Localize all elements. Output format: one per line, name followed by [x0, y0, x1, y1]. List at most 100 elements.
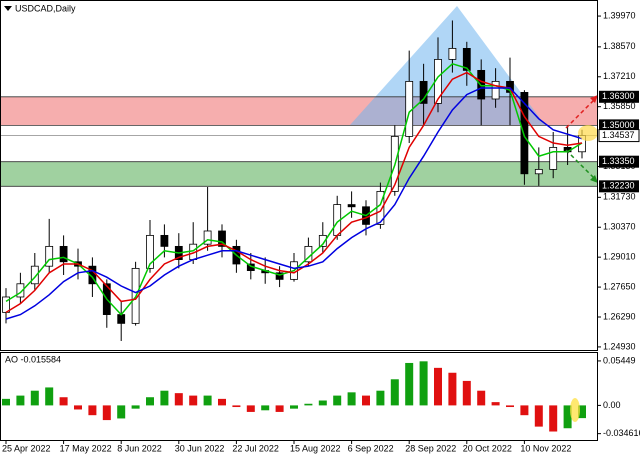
- current-price-label: 1.34537: [602, 130, 635, 140]
- moving-average: [5, 71, 583, 314]
- candle-body: [448, 47, 457, 60]
- down-arrow: [565, 149, 597, 181]
- ao-bar: [261, 405, 270, 411]
- price-frame: [0, 0, 598, 351]
- ao-bar: [232, 405, 241, 408]
- ao-bar: [462, 380, 471, 406]
- current-price-box: [598, 129, 640, 143]
- ao-bar: [376, 390, 385, 406]
- y-tick-label: 0.00: [603, 400, 621, 410]
- candle-body: [549, 146, 558, 170]
- ao-bar: [506, 405, 514, 408]
- ao-bar: [578, 405, 586, 419]
- ao-bar: [534, 405, 543, 427]
- y-tick-label: 1.31730: [603, 192, 636, 202]
- ao-frame: [0, 352, 598, 441]
- up-arrow: [565, 97, 597, 129]
- x-tick-label: 17 May 2022: [60, 443, 112, 453]
- candle-body: [318, 234, 327, 247]
- candle-body: [520, 91, 529, 175]
- x-tick-label: 10 Nov 2022: [520, 443, 571, 453]
- up-arrow-head: [590, 95, 598, 103]
- y-tick-label: 0.05449: [603, 355, 636, 365]
- candle-body: [419, 80, 428, 104]
- ao-bar: [117, 405, 126, 419]
- y-tick-label: -0.034616: [603, 428, 640, 438]
- ao-bar: [347, 392, 356, 406]
- candle-body: [160, 234, 169, 247]
- ao-bar: [30, 390, 39, 406]
- x-tick-label: 15 Aug 2022: [290, 443, 341, 453]
- ao-bar: [2, 398, 10, 406]
- y-tick-label: 1.27650: [603, 281, 636, 291]
- y-tick-label: 1.30370: [603, 222, 636, 232]
- candle-body: [30, 265, 39, 285]
- y-tick-label: 1.29010: [603, 252, 636, 262]
- moving-average: [5, 87, 583, 320]
- ao-bar: [477, 390, 486, 406]
- ao-bar: [189, 395, 198, 406]
- x-tick-label: 8 Jun 2022: [117, 443, 162, 453]
- y-tick-label: 1.26290: [603, 311, 636, 321]
- moving-average: [5, 62, 583, 316]
- ao-bar: [218, 398, 226, 406]
- ao-bar: [419, 361, 428, 406]
- ao-bar: [131, 405, 140, 409]
- level-label-box: [599, 155, 639, 168]
- ao-bar: [88, 405, 97, 416]
- y-tick-label: 1.37210: [603, 71, 636, 81]
- ao-bar: [563, 405, 572, 429]
- ao-bar: [491, 402, 500, 406]
- price-overlay: [0, 20, 597, 341]
- candle-body: [275, 272, 284, 280]
- x-tick-label: 6 Sep 2022: [348, 443, 394, 453]
- candle-body: [16, 283, 25, 298]
- candle-body: [203, 230, 212, 245]
- candle-body: [534, 168, 543, 175]
- candle-body: [462, 47, 471, 71]
- level-label: 1.35000: [602, 120, 635, 130]
- candle-body: [59, 245, 68, 263]
- candle-body: [405, 80, 414, 137]
- ao-bar: [362, 395, 370, 406]
- ao-bar: [549, 405, 558, 432]
- candle-body: [347, 204, 356, 208]
- level-label-box: [599, 119, 639, 132]
- x-tick-label: 22 Jul 2022: [232, 443, 279, 453]
- ao-bar: [146, 397, 154, 406]
- ao-bar: [448, 372, 457, 406]
- ao-bar: [318, 400, 327, 406]
- ao-bar: [333, 395, 342, 406]
- ao-bar: [304, 403, 313, 406]
- ao-bar: [102, 405, 111, 421]
- ao-bar: [174, 393, 183, 406]
- candle-body: [45, 245, 54, 267]
- ao-bar: [16, 395, 25, 406]
- ao-bar: [390, 379, 399, 406]
- ao-bar: [434, 367, 442, 406]
- ao-bar: [59, 397, 68, 406]
- level-label: 1.32230: [602, 181, 635, 191]
- ao-highlight: [570, 398, 580, 422]
- candle-body: [146, 234, 154, 269]
- level-label: 1.36300: [602, 91, 635, 101]
- ao-bar: [405, 362, 414, 406]
- down-arrow-head: [590, 175, 598, 183]
- menu-icon: [4, 6, 12, 11]
- ao-bar: [290, 405, 298, 409]
- y-tick-label: 1.24930: [603, 341, 636, 351]
- chart-title: USDCAD,Daily: [15, 3, 76, 13]
- zone: [0, 161, 597, 187]
- ao-bar: [520, 405, 529, 416]
- level-label-box: [599, 90, 639, 103]
- ao-bar: [160, 390, 169, 406]
- y-tick-label: 1.39970: [603, 10, 636, 20]
- level-label-box: [599, 180, 639, 193]
- candle-body: [218, 230, 226, 247]
- x-tick-label: 28 Sep 2022: [405, 443, 456, 453]
- ao-bar: [203, 395, 212, 406]
- level-label: 1.33350: [602, 156, 635, 166]
- ao-bar: [74, 405, 82, 410]
